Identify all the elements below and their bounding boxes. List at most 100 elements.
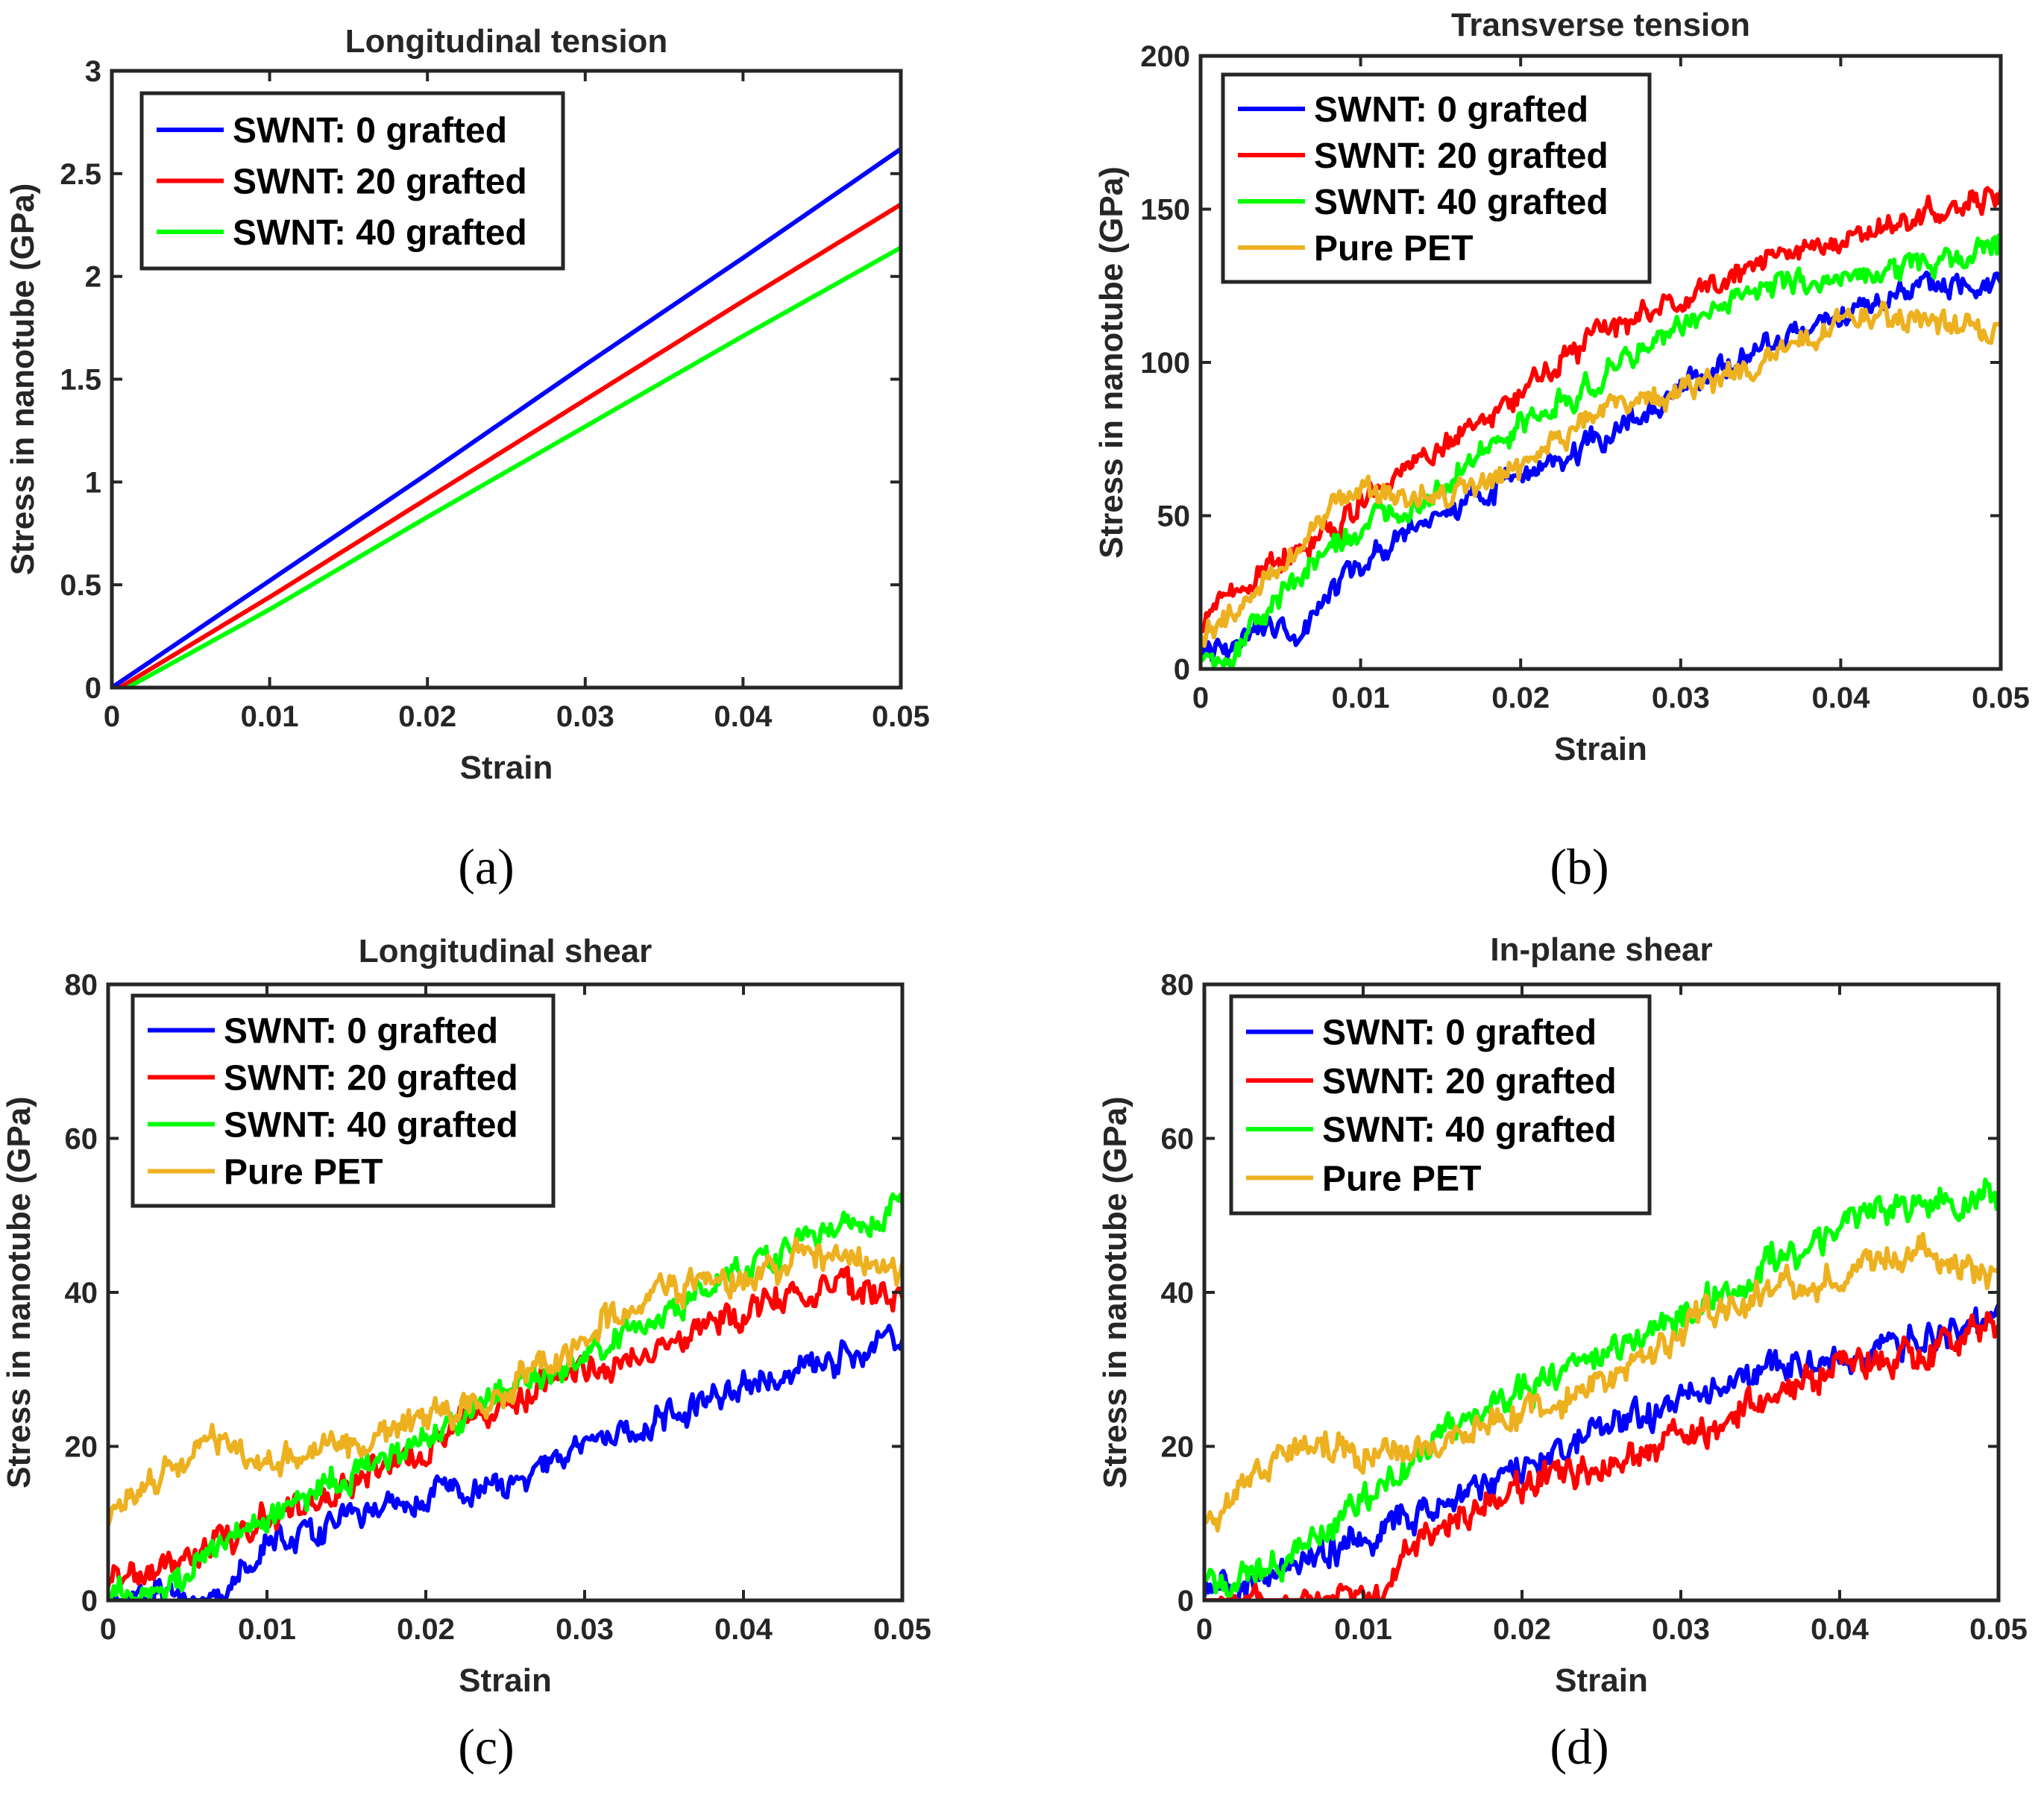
legend: SWNT: 0 grafted SWNT: 20 grafted SWNT: 40 … — [139, 91, 565, 271]
y-tick-label: 0 — [81, 1585, 98, 1618]
legend-label: SWNT: 40 grafted — [224, 1106, 518, 1145]
y-tick-label: 200 — [1140, 40, 1190, 73]
x-tick-label: 0.03 — [1652, 1613, 1710, 1646]
legend-label: SWNT: 40 grafted — [1314, 183, 1609, 222]
series-line-swnt-0-grafted — [108, 1324, 902, 1600]
y-tick-label: 80 — [65, 969, 98, 1002]
y-tick-label: 50 — [1157, 500, 1191, 533]
y-tick-label: 100 — [1140, 347, 1190, 380]
series-line-pure-pet — [108, 1236, 902, 1526]
x-axis-label: Strain — [1554, 731, 1647, 767]
x-tick-label: 0.04 — [1811, 682, 1870, 714]
legend-label: Pure PET — [1322, 1159, 1481, 1198]
series-group — [108, 1192, 902, 1600]
x-tick-label: 0.05 — [1972, 682, 2030, 714]
legend: SWNT: 0 grafted SWNT: 20 grafted SWNT: 40 … — [1221, 72, 1652, 284]
legend-label: SWNT: 20 grafted — [1322, 1062, 1617, 1101]
y-tick-label: 0 — [85, 672, 101, 705]
chart-panel-d: 0 0.01 0.02 0.03 0.04 0.05 0 20 40 60 80 In-plane s… — [1097, 931, 2028, 1775]
x-tick-label: 0.02 — [398, 700, 456, 733]
x-tick-label: 0.03 — [1652, 682, 1710, 714]
series-line-swnt-0-grafted — [112, 147, 901, 688]
y-axis-label: Stress in nanotube (GPa) — [4, 183, 41, 576]
series-group — [1204, 1178, 1999, 1600]
legend-label: SWNT: 20 grafted — [233, 163, 527, 202]
legend: SWNT: 0 grafted SWNT: 20 grafted SWNT: 40 … — [130, 993, 556, 1208]
y-tick-label: 40 — [65, 1277, 98, 1310]
x-tick-label: 0.01 — [238, 1613, 296, 1646]
x-tick-label: 0 — [104, 700, 120, 733]
legend-label: SWNT: 0 grafted — [1322, 1013, 1597, 1053]
legend-label: SWNT: 0 grafted — [224, 1012, 498, 1052]
series-line-pure-pet — [1204, 1231, 1999, 1533]
series-group — [112, 147, 901, 688]
x-tick-label: 0 — [100, 1613, 116, 1646]
panel-label: (d) — [1550, 1718, 1609, 1775]
x-tick-label: 0.04 — [1811, 1613, 1870, 1646]
y-tick-label: 1.5 — [60, 364, 101, 397]
x-tick-label: 0.01 — [1332, 682, 1390, 714]
y-tick-label: 60 — [65, 1123, 98, 1156]
chart-title: In-plane shear — [1490, 931, 1712, 968]
x-tick-label: 0.05 — [872, 700, 930, 733]
y-tick-label: 150 — [1140, 194, 1190, 227]
legend-label: SWNT: 40 grafted — [233, 213, 527, 253]
y-tick-label: 3 — [85, 55, 101, 88]
legend-label: SWNT: 40 grafted — [1322, 1110, 1617, 1150]
x-tick-label: 0.02 — [397, 1613, 455, 1646]
x-tick-label: 0 — [1196, 1613, 1213, 1646]
chart-title: Transverse tension — [1451, 7, 1750, 43]
y-axis-label: Stress in nanotube (GPa) — [1, 1096, 37, 1489]
series-line-swnt-20-grafted — [1201, 186, 2001, 634]
y-axis-label: Stress in nanotube (GPa) — [1093, 166, 1130, 559]
series-line-pure-pet — [1201, 300, 2001, 648]
x-tick-label: 0.05 — [1969, 1613, 2028, 1646]
y-tick-label: 40 — [1161, 1277, 1195, 1310]
x-tick-label: 0.02 — [1493, 1613, 1551, 1646]
y-tick-label: 80 — [1161, 969, 1195, 1002]
y-tick-label: 1 — [85, 466, 101, 499]
x-tick-label: 0.04 — [714, 700, 773, 733]
y-tick-label: 0.5 — [60, 569, 101, 602]
x-tick-label: 0.05 — [873, 1613, 931, 1646]
chart-title: Longitudinal tension — [345, 23, 668, 60]
panel-label: (a) — [458, 838, 514, 895]
y-tick-label: 2 — [85, 261, 101, 294]
series-line-swnt-20-grafted — [1204, 1311, 1999, 1600]
legend-label: SWNT: 0 grafted — [233, 111, 507, 151]
series-line-swnt-40-grafted — [126, 245, 901, 688]
y-tick-label: 2.5 — [60, 158, 101, 191]
series-line-swnt-0-grafted — [1201, 270, 2001, 663]
x-tick-label: 0.01 — [241, 700, 299, 733]
y-tick-label: 60 — [1161, 1123, 1195, 1156]
y-tick-label: 20 — [65, 1431, 98, 1464]
legend-label: Pure PET — [224, 1153, 383, 1192]
x-tick-label: 0.01 — [1334, 1613, 1392, 1646]
legend-label: SWNT: 20 grafted — [224, 1059, 518, 1098]
panel-label: (b) — [1550, 838, 1609, 895]
x-tick-label: 0.03 — [556, 700, 614, 733]
series-line-swnt-40-grafted — [1204, 1178, 1999, 1598]
legend-label: Pure PET — [1314, 229, 1473, 268]
legend: SWNT: 0 grafted SWNT: 20 grafted SWNT: 40 … — [1229, 994, 1652, 1216]
chart-panel-c: 0 0.01 0.02 0.03 0.04 0.05 0 20 40 60 80 Longitudin… — [1, 933, 931, 1775]
x-tick-label: 0.04 — [714, 1613, 773, 1646]
x-axis-label: Strain — [459, 1662, 552, 1699]
y-tick-label: 0 — [1174, 653, 1190, 686]
x-tick-label: 0.02 — [1491, 682, 1550, 714]
x-axis-label: Strain — [460, 749, 553, 786]
series-line-swnt-40-grafted — [1201, 233, 2001, 669]
x-tick-label: 0.03 — [556, 1613, 614, 1646]
series-line-swnt-20-grafted — [119, 202, 901, 688]
legend-label: SWNT: 0 grafted — [1314, 90, 1588, 130]
y-axis-label: Stress in nanotube (GPa) — [1097, 1096, 1133, 1489]
legend-label: SWNT: 20 grafted — [1314, 136, 1609, 176]
chart-title: Longitudinal shear — [359, 933, 652, 969]
panel-label: (c) — [458, 1718, 514, 1775]
x-axis-label: Strain — [1555, 1662, 1648, 1699]
series-group — [1201, 186, 2001, 669]
y-tick-label: 0 — [1177, 1585, 1194, 1618]
x-tick-label: 0 — [1192, 682, 1209, 714]
y-tick-label: 20 — [1161, 1431, 1195, 1464]
